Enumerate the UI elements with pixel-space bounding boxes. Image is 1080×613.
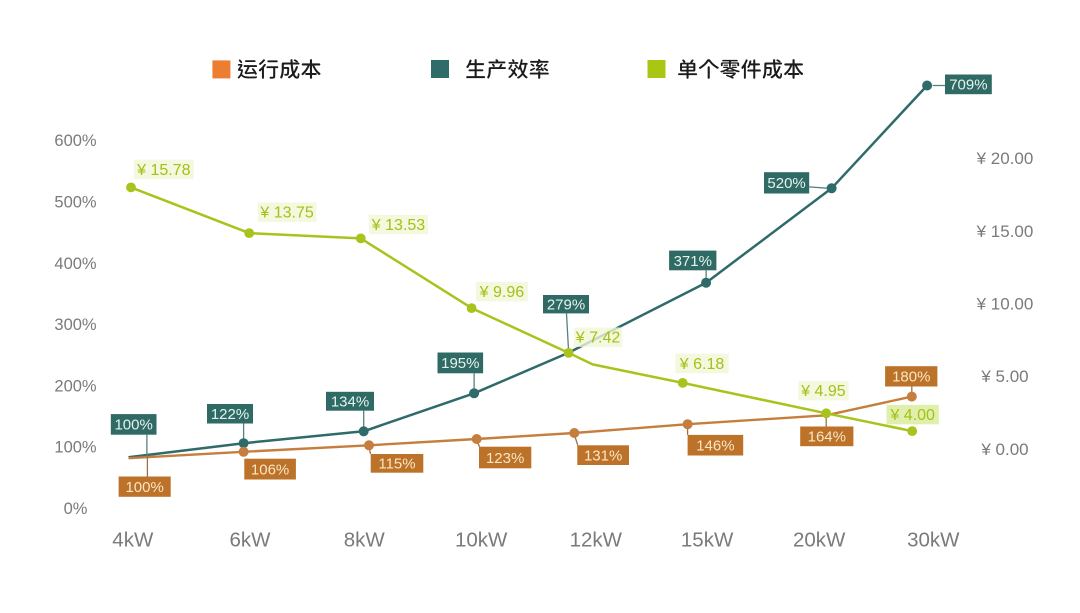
svg-text:134%: 134% [331, 394, 369, 411]
svg-text:520%: 520% [767, 175, 805, 192]
svg-text:¥ 20.00: ¥ 20.00 [976, 149, 1034, 168]
svg-text:¥ 6.18: ¥ 6.18 [679, 356, 725, 373]
svg-text:4kW: 4kW [112, 528, 154, 551]
svg-text:0%: 0% [64, 500, 88, 518]
svg-text:709%: 709% [949, 77, 987, 94]
svg-text:164%: 164% [808, 429, 846, 446]
svg-text:¥ 15.78: ¥ 15.78 [136, 162, 190, 179]
svg-text:122%: 122% [211, 406, 249, 423]
svg-text:¥ 15.00: ¥ 15.00 [976, 222, 1034, 241]
svg-text:6kW: 6kW [230, 528, 272, 551]
svg-text:123%: 123% [486, 450, 524, 467]
svg-text:115%: 115% [378, 456, 415, 473]
svg-text:200%: 200% [54, 377, 97, 395]
svg-text:¥ 13.75: ¥ 13.75 [259, 205, 313, 222]
svg-text:195%: 195% [441, 355, 479, 372]
svg-text:10kW: 10kW [455, 528, 508, 551]
svg-text:279%: 279% [547, 297, 585, 314]
svg-text:¥ 13.53: ¥ 13.53 [371, 217, 425, 234]
svg-text:¥ 4.00: ¥ 4.00 [889, 407, 935, 424]
svg-text:400%: 400% [54, 255, 97, 273]
svg-text:180%: 180% [892, 369, 930, 386]
svg-text:¥ 9.96: ¥ 9.96 [479, 284, 525, 301]
svg-text:8kW: 8kW [344, 528, 386, 551]
svg-text:106%: 106% [251, 461, 289, 478]
svg-text:¥ 5.00: ¥ 5.00 [980, 367, 1028, 386]
svg-text:300%: 300% [54, 316, 97, 334]
svg-text:15kW: 15kW [681, 528, 734, 551]
svg-text:30kW: 30kW [907, 528, 960, 551]
svg-text:¥ 7.42: ¥ 7.42 [575, 330, 621, 347]
svg-text:131%: 131% [584, 447, 622, 464]
svg-text:371%: 371% [674, 253, 712, 270]
svg-text:¥ 0.00: ¥ 0.00 [980, 440, 1028, 459]
svg-text:¥ 4.95: ¥ 4.95 [800, 383, 846, 400]
svg-text:100%: 100% [114, 417, 152, 434]
svg-text:¥ 10.00: ¥ 10.00 [976, 295, 1034, 314]
svg-text:100%: 100% [125, 479, 163, 496]
svg-text:20kW: 20kW [793, 528, 846, 551]
svg-text:12kW: 12kW [570, 528, 623, 551]
svg-text:100%: 100% [54, 439, 97, 457]
svg-text:600%: 600% [54, 132, 97, 150]
svg-text:500%: 500% [54, 194, 97, 212]
svg-text:146%: 146% [696, 438, 734, 455]
